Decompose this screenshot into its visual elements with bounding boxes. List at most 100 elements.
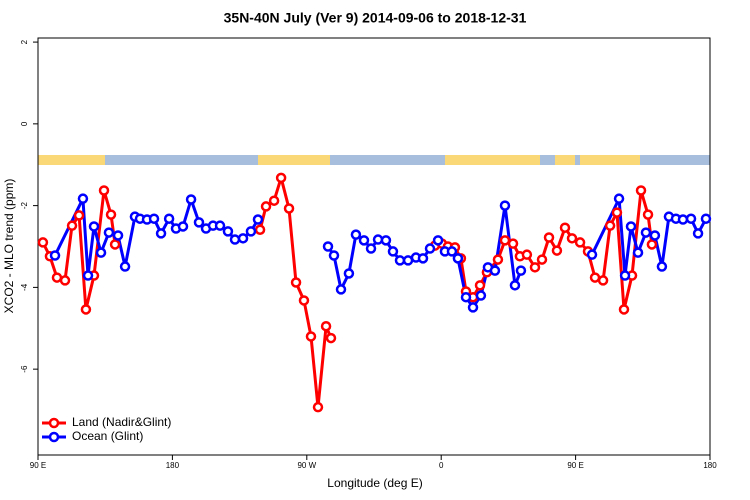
point [499, 235, 511, 246]
point [632, 247, 644, 258]
point [109, 239, 121, 250]
point [59, 275, 71, 286]
y-tick-label: 0 [20, 121, 29, 126]
point [574, 237, 586, 248]
x-tick-label: 180 [703, 461, 717, 470]
point [700, 213, 712, 224]
point [452, 253, 464, 264]
point [95, 247, 107, 258]
point [613, 193, 625, 204]
point [467, 302, 479, 313]
point [566, 233, 578, 244]
land-strip [445, 155, 540, 165]
land-strip [38, 155, 105, 165]
point [649, 230, 661, 241]
point [489, 265, 501, 276]
point [322, 241, 334, 252]
y-tick-label: -2 [20, 202, 29, 210]
point [642, 209, 654, 220]
point [646, 239, 658, 250]
legend-label: Ocean (Glint) [72, 429, 143, 443]
point [260, 201, 272, 212]
point [625, 221, 637, 232]
point [692, 228, 704, 239]
point [98, 185, 110, 196]
point [163, 213, 175, 224]
point [325, 332, 337, 344]
point [237, 233, 249, 244]
point [82, 270, 94, 281]
x-tick-label: 90 E [30, 461, 46, 470]
point [320, 320, 332, 332]
point [103, 227, 115, 238]
point [49, 250, 61, 261]
point [343, 268, 355, 279]
point [51, 272, 63, 283]
point [328, 250, 340, 261]
point [507, 238, 519, 249]
point [312, 401, 324, 413]
point [229, 234, 241, 245]
point [148, 213, 160, 224]
point [112, 230, 124, 241]
y-axis-label: XCO2 - MLO trend (ppm) [2, 179, 16, 314]
point [365, 243, 377, 254]
land-strip [258, 155, 330, 165]
point [656, 261, 668, 272]
plot-marks [37, 172, 712, 413]
point [417, 253, 429, 264]
point [432, 235, 444, 246]
point [387, 246, 399, 257]
legend-marker [48, 417, 60, 429]
point [252, 214, 264, 225]
point [677, 214, 689, 225]
chart-title: 35N-40N July (Ver 9) 2014-09-06 to 2018-… [224, 10, 527, 26]
y-tick-label: -6 [20, 365, 29, 373]
point [589, 272, 601, 283]
point [475, 290, 487, 301]
point [618, 304, 630, 315]
x-tick-label: 90 W [297, 461, 316, 470]
point [499, 200, 511, 211]
point [635, 185, 647, 196]
point [73, 210, 85, 221]
point [298, 295, 310, 306]
x-tick-label: 90 E [567, 461, 583, 470]
point [492, 254, 504, 265]
legend-label: Land (Nadir&Glint) [72, 415, 171, 429]
point [283, 203, 295, 214]
point [275, 172, 287, 184]
point [155, 228, 167, 239]
point [551, 245, 563, 256]
point [185, 194, 197, 205]
ocean-strip [38, 155, 710, 165]
point [245, 226, 257, 237]
x-axis-label: Longitude (deg E) [327, 476, 422, 490]
plot-border [37, 37, 711, 456]
point [254, 224, 266, 235]
y-tick-label: 2 [20, 39, 29, 44]
point [586, 249, 598, 260]
point [446, 246, 458, 257]
point [685, 213, 697, 224]
land-ocean-strip [38, 155, 710, 165]
point [611, 207, 623, 218]
point [474, 280, 486, 291]
point [268, 195, 280, 206]
point [290, 277, 302, 288]
point [509, 280, 521, 291]
point [380, 235, 392, 246]
point [529, 262, 541, 273]
point [305, 331, 317, 342]
point [222, 226, 234, 237]
point [559, 222, 571, 233]
land-strip [555, 155, 575, 165]
point [619, 270, 631, 281]
x-tick-label: 0 [439, 461, 444, 470]
point [424, 243, 436, 254]
point [119, 261, 131, 272]
point [214, 220, 226, 231]
y-tick-label: -4 [20, 283, 29, 291]
point [460, 291, 472, 303]
